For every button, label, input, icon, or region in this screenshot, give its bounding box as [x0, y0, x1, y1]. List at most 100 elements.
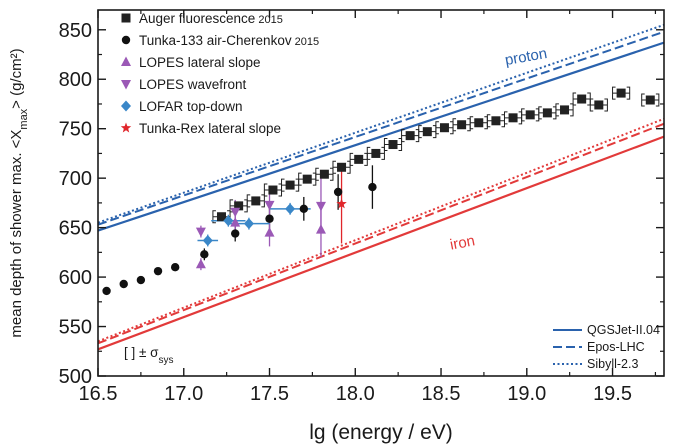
legend-marker: [121, 13, 131, 23]
y-tick-label: 750: [59, 119, 92, 141]
data-point: [251, 196, 261, 206]
y-tick-label: 700: [59, 168, 92, 190]
axes: 16.5 17.0 17.5 18.0 18.5 19.0 19.5 500 550 600 650…: [8, 9, 665, 444]
data-point: [645, 95, 655, 105]
y-axis-title: mean depth of shower max. <Xmax> (g/cm²): [8, 48, 30, 337]
data-point: [422, 127, 432, 137]
legend-label-main: Tunka-133 air-Cherenkov: [139, 33, 292, 48]
proton-model-line: [98, 30, 664, 226]
y-axis-title-sub: max: [18, 108, 30, 129]
legend-label-main: LOPES lateral slope: [139, 55, 261, 70]
data-point: [354, 154, 364, 164]
bracket-right: [655, 93, 660, 107]
data-markers: [102, 88, 655, 296]
bracket-left: [486, 114, 491, 128]
bracket-left: [212, 210, 216, 224]
data-point: [302, 174, 312, 184]
bracket-left: [246, 194, 251, 208]
model-legend-label: Sibyll-2.3: [587, 357, 638, 371]
data-point: [265, 214, 274, 223]
model-lines: [98, 23, 664, 351]
legend-label-main: Auger fluorescence: [139, 11, 255, 26]
legend-label-suffix: 2015: [292, 36, 320, 48]
legend-marker: [120, 122, 132, 133]
bracket-left: [418, 125, 422, 139]
x-tick-label: 16.5: [79, 383, 118, 405]
data-point: [560, 105, 570, 115]
legend-marker: [121, 56, 131, 66]
sys-note-sub: sys: [159, 355, 174, 366]
data-point: [336, 198, 347, 209]
sys-note: [ ] ± σsys: [124, 345, 174, 366]
x-tick-label: 19.5: [593, 383, 632, 405]
data-point: [315, 224, 326, 234]
data-point: [200, 250, 209, 259]
legend-label: LOPES wavefront: [139, 77, 247, 92]
legend-marker: [121, 35, 131, 45]
data-point: [388, 140, 398, 150]
data-point: [195, 227, 206, 238]
legend-label-suffix: 2015: [255, 14, 283, 26]
bracket-left: [452, 118, 457, 132]
y-tick-label: 550: [59, 317, 92, 339]
data-point: [368, 182, 377, 192]
bracket-left: [383, 138, 388, 152]
data-point: [285, 203, 296, 215]
data-point: [102, 286, 111, 296]
data-point: [119, 279, 128, 289]
legend-label: Auger fluorescence 2015: [139, 11, 283, 26]
data-point: [285, 180, 295, 190]
data-point: [230, 207, 241, 218]
data-point: [231, 229, 240, 238]
bracket-left: [612, 86, 616, 100]
model-annotations: proton iron: [449, 45, 549, 254]
data-point: [223, 215, 234, 227]
bracket-left: [555, 103, 559, 117]
legend-marker: [121, 100, 131, 112]
plot-frame: [97, 9, 665, 377]
y-tick-label: 600: [59, 267, 92, 289]
data-point: [299, 204, 309, 214]
y-tick-label: 850: [59, 20, 92, 42]
bracket-right: [329, 167, 334, 181]
bracket-left: [589, 98, 594, 112]
bracket-right: [398, 138, 403, 152]
x-axis-title: lg (energy / eV): [309, 421, 453, 444]
data-point: [170, 262, 180, 272]
legend-label: LOFAR top-down: [139, 99, 243, 114]
data-point: [319, 169, 329, 179]
y-axis-title-main: mean depth of shower max. <X: [8, 130, 25, 338]
model-legend: QGSJet-II.04 Epos-LHC Sibyll-2.3: [553, 323, 660, 371]
data-point: [202, 234, 213, 246]
x-tick-label: 17.0: [164, 383, 203, 405]
data-point: [216, 212, 226, 222]
data-point: [405, 131, 415, 141]
x-tick-label: 18.0: [336, 383, 375, 405]
iron-model-line: [98, 122, 664, 345]
model-legend-label: Epos-LHC: [587, 340, 645, 354]
bracket-left: [315, 167, 319, 181]
data-point: [264, 200, 275, 211]
data-point: [371, 148, 381, 158]
x-tick-label: 17.5: [250, 383, 289, 405]
data-point: [577, 94, 587, 104]
data-point: [474, 118, 484, 128]
data-point: [333, 187, 343, 197]
model-legend-label: QGSJet-II.04: [587, 323, 660, 337]
proton-model-line: [98, 41, 664, 232]
y-tick-label: 500: [59, 366, 92, 388]
data-point: [264, 227, 275, 237]
y-tick-label: 650: [59, 218, 92, 240]
bracket-left: [349, 152, 354, 166]
legend-label: LOPES lateral slope: [139, 55, 261, 70]
data-point: [153, 266, 163, 276]
data-point: [230, 217, 241, 227]
data-point: [542, 108, 552, 118]
bracket-right: [261, 194, 265, 208]
data-point: [616, 88, 626, 98]
data-point: [439, 123, 449, 133]
iron-label: iron: [449, 232, 477, 253]
iron-model-line: [98, 135, 664, 351]
